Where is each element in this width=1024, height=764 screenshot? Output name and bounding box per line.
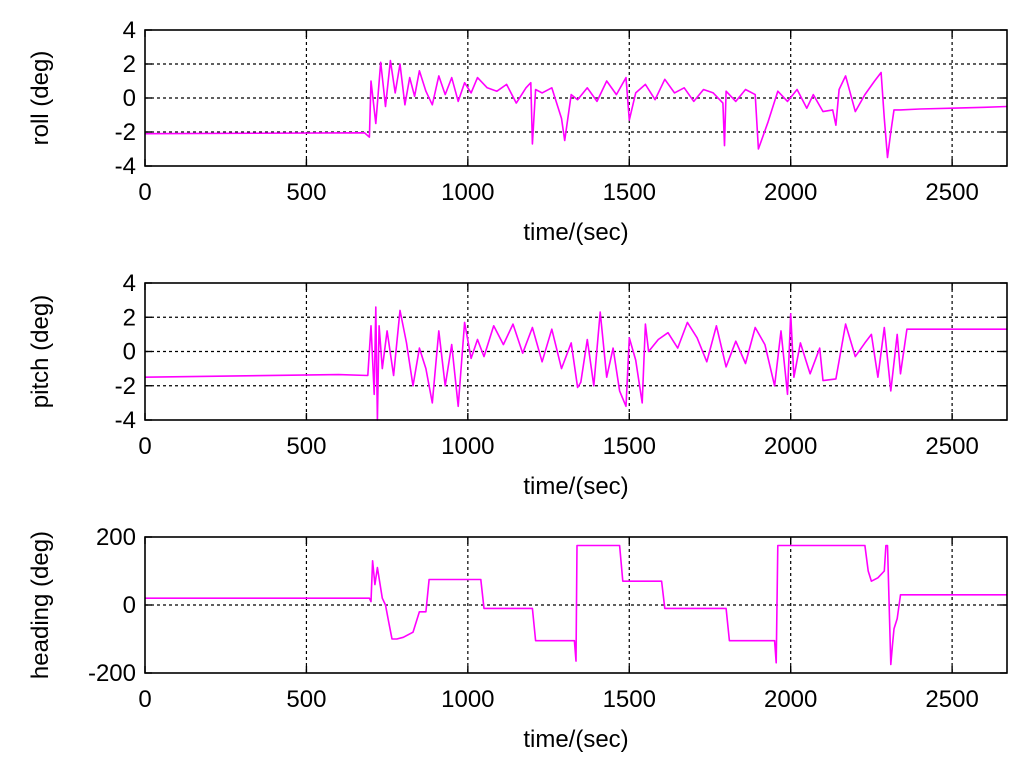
roll-x-axis-label: time/(sec)	[523, 219, 628, 246]
roll-x-tick-label: 500	[286, 179, 326, 206]
subplot-pitch: 0 500 1000 1500 2000 2500 -4 -2 0 2 4 time/(sec) pit…	[27, 270, 1008, 500]
roll-y-tick-label: 0	[123, 85, 136, 112]
roll-y-tick-label: 2	[123, 51, 136, 78]
pitch-series-line	[144, 306, 1007, 421]
subplot-heading: 0 500 1000 1500 2000 2500-2000200time/(sec)he…	[27, 524, 1008, 753]
subplot-roll: 0 500 1000 1500 2000 2500 -4 -2 0 2 4 time/(sec) rol…	[27, 17, 1008, 246]
roll-y-tick-label: 4	[123, 17, 136, 44]
heading-x-tick-label: 2000	[764, 686, 817, 713]
pitch-x-tick-label: 1500	[603, 433, 656, 460]
pitch-x-tick-label: 500	[286, 433, 326, 460]
heading-x-tick-label: 2500	[925, 686, 978, 713]
roll-y-tick-label: -4	[115, 153, 136, 180]
pitch-x-tick-label: 1000	[441, 433, 494, 460]
pitch-y-tick-label: 4	[123, 270, 136, 297]
pitch-x-tick-label: 2500	[925, 433, 978, 460]
pitch-y-tick-label: 0	[123, 339, 136, 366]
roll-y-tick-label: -2	[115, 119, 136, 146]
pitch-x-tick-label: 2000	[764, 433, 817, 460]
pitch-y-tick-label: -4	[115, 407, 136, 434]
roll-y-axis-label: roll (deg)	[27, 51, 54, 146]
heading-x-tick-label: 1500	[603, 686, 656, 713]
pitch-y-tick-label: 2	[123, 304, 136, 331]
heading-x-tick-label: 500	[286, 686, 326, 713]
roll-x-tick-label: 2000	[764, 179, 817, 206]
heading-x-tick-label: 0	[138, 686, 151, 713]
pitch-y-tick-label: -2	[115, 373, 136, 400]
roll-x-tick-label: 2500	[925, 179, 978, 206]
pitch-x-tick-label: 0	[138, 433, 151, 460]
roll-x-tick-label: 0	[138, 179, 151, 206]
heading-x-tick-label: 1000	[441, 686, 494, 713]
heading-x-axis-label: time/(sec)	[523, 726, 628, 753]
heading-y-axis-label: heading (deg)	[27, 531, 54, 679]
pitch-y-axis-label: pitch (deg)	[27, 295, 54, 408]
heading-y-tick-label: -200	[88, 660, 136, 687]
roll-x-tick-label: 1500	[603, 179, 656, 206]
roll-x-tick-label: 1000	[441, 179, 494, 206]
heading-y-tick-label: 0	[123, 592, 136, 619]
heading-series-line	[145, 544, 1007, 666]
roll-series-line	[144, 59, 1008, 159]
heading-y-tick-label: 200	[96, 524, 136, 551]
pitch-x-axis-label: time/(sec)	[523, 473, 628, 500]
